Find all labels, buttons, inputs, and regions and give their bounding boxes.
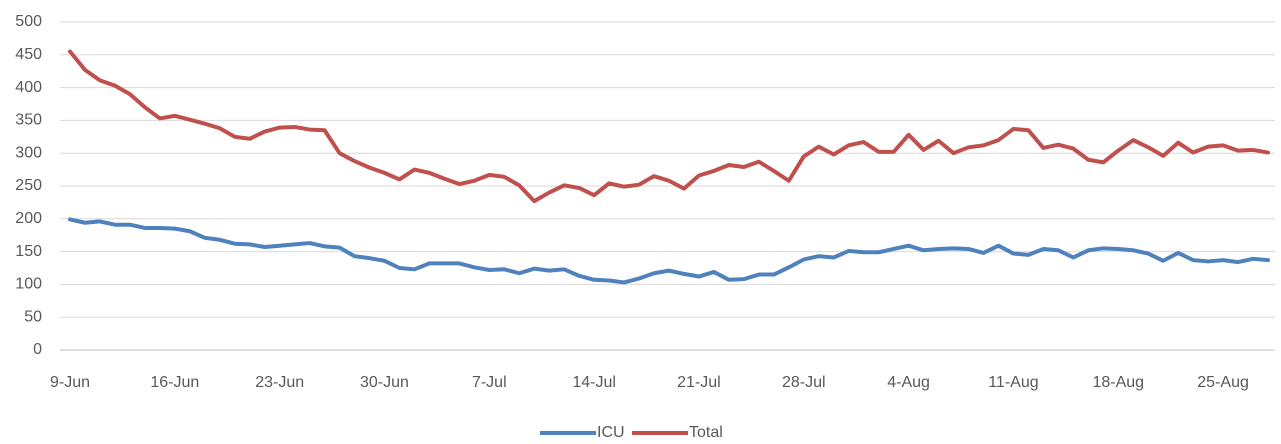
- line-series: [68, 49, 1270, 204]
- x-tick-label: 7-Jul: [472, 374, 507, 391]
- x-tick-label: 28-Jul: [782, 374, 826, 391]
- y-tick-label: 450: [15, 46, 42, 63]
- line-series: [68, 217, 1270, 285]
- x-tick-label: 23-Jun: [255, 374, 304, 391]
- y-tick-label: 250: [15, 177, 42, 194]
- x-tick-label: 21-Jul: [677, 374, 721, 391]
- y-tick-label: 150: [15, 243, 42, 260]
- x-tick-label: 14-Jul: [572, 374, 616, 391]
- x-tick-label: 25-Aug: [1197, 374, 1249, 391]
- y-tick-label: 200: [15, 210, 42, 227]
- x-tick-label: 16-Jun: [150, 374, 199, 391]
- y-tick-label: 100: [15, 276, 42, 293]
- y-tick-label: 350: [15, 112, 42, 129]
- y-tick-label: 300: [15, 144, 42, 161]
- x-tick-label: 9-Jun: [50, 374, 90, 391]
- y-tick-label: 0: [33, 341, 42, 358]
- legend-label: ICU: [597, 424, 625, 441]
- x-tick-label: 18-Aug: [1092, 374, 1144, 391]
- x-tick-label: 4-Aug: [887, 374, 930, 391]
- y-tick-label: 500: [15, 13, 42, 30]
- y-tick-label: 50: [24, 308, 42, 325]
- legend-label: Total: [689, 424, 723, 441]
- y-tick-label: 400: [15, 79, 42, 96]
- x-tick-label: 30-Jun: [360, 374, 409, 391]
- x-tick-label: 11-Aug: [988, 374, 1038, 391]
